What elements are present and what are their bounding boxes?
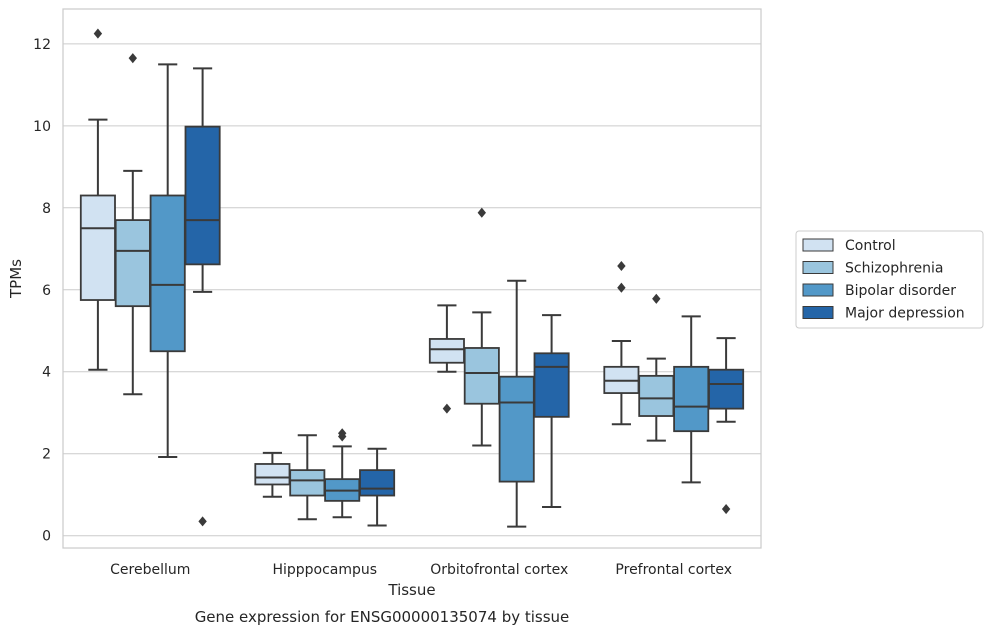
box-iqr bbox=[428, 338, 465, 364]
box-iqr bbox=[638, 374, 675, 417]
box-major-depression bbox=[184, 67, 221, 527]
legend-swatch bbox=[802, 261, 834, 274]
y-tick-label: 10 bbox=[33, 119, 51, 135]
box-control bbox=[79, 28, 116, 371]
box-major-depression bbox=[533, 314, 570, 509]
y-tick-label: 6 bbox=[42, 283, 51, 299]
box-schizophrenia bbox=[463, 207, 500, 447]
box-control bbox=[428, 304, 465, 414]
legend-swatch bbox=[802, 306, 834, 319]
chart-caption: Gene expression for ENSG00000135074 by t… bbox=[195, 608, 570, 626]
y-axis-label: TPMs bbox=[7, 259, 25, 299]
box-iqr bbox=[79, 194, 116, 301]
plot-frame bbox=[62, 8, 762, 549]
box-bipolar-disorder bbox=[149, 63, 186, 459]
x-ticks: Cerebellum Hipppocampus Orbitofrontal cort… bbox=[110, 562, 732, 578]
outlier-point bbox=[617, 260, 626, 272]
y-tick-label: 8 bbox=[42, 201, 51, 217]
box-iqr bbox=[359, 469, 396, 497]
box-iqr bbox=[254, 463, 291, 486]
y-tick-label: 4 bbox=[42, 365, 51, 381]
box-iqr bbox=[533, 352, 570, 418]
y-tick-label: 12 bbox=[33, 37, 51, 53]
box-bipolar-disorder bbox=[673, 315, 710, 484]
legend: Control Schizophrenia Bipolar disorder Majo… bbox=[795, 230, 984, 329]
outlier-point bbox=[617, 282, 626, 293]
box-control bbox=[603, 260, 640, 426]
box-major-depression bbox=[359, 447, 396, 527]
y-tick-label: 0 bbox=[42, 529, 51, 545]
legend-label: Bipolar disorder bbox=[845, 283, 956, 299]
box-iqr bbox=[289, 469, 326, 497]
box-bipolar-disorder bbox=[498, 279, 535, 528]
outlier-point bbox=[128, 53, 137, 64]
x-tick-label: Hipppocampus bbox=[272, 562, 377, 578]
box-iqr bbox=[708, 368, 745, 410]
outlier-point bbox=[477, 207, 486, 218]
box-control bbox=[254, 451, 291, 498]
box-iqr bbox=[149, 194, 186, 353]
box-iqr bbox=[673, 365, 710, 433]
box-schizophrenia bbox=[638, 293, 675, 442]
x-axis-label: Tissue bbox=[387, 581, 435, 599]
legend-swatch bbox=[802, 283, 834, 297]
legend-swatch bbox=[802, 238, 834, 252]
outlier-point bbox=[721, 504, 731, 515]
box-iqr bbox=[463, 347, 500, 405]
outlier-point bbox=[198, 516, 207, 527]
box-schizophrenia bbox=[289, 434, 326, 521]
legend-label: Major depression bbox=[845, 306, 965, 322]
legend-frame bbox=[795, 230, 984, 329]
x-tick-label: Cerebellum bbox=[110, 562, 190, 578]
box-iqr bbox=[498, 375, 535, 483]
boxes-group bbox=[79, 28, 745, 528]
outlier-point bbox=[652, 293, 661, 304]
outlier-point bbox=[93, 28, 103, 39]
box-bipolar-disorder bbox=[324, 428, 361, 519]
box-major-depression bbox=[708, 337, 745, 515]
box-schizophrenia bbox=[114, 53, 151, 396]
y-tick-label: 2 bbox=[42, 447, 51, 463]
outlier-point bbox=[338, 428, 347, 439]
legend-label: Control bbox=[845, 238, 896, 254]
legend-label: Schizophrenia bbox=[845, 261, 943, 277]
x-tick-label: Prefrontal cortex bbox=[615, 562, 732, 578]
y-ticks: 0 2 4 6 8 10 12 bbox=[33, 37, 51, 545]
outlier-point bbox=[442, 403, 452, 414]
x-tick-label: Orbitofrontal cortex bbox=[430, 562, 568, 578]
box-iqr bbox=[184, 125, 221, 266]
box-iqr bbox=[114, 219, 151, 308]
